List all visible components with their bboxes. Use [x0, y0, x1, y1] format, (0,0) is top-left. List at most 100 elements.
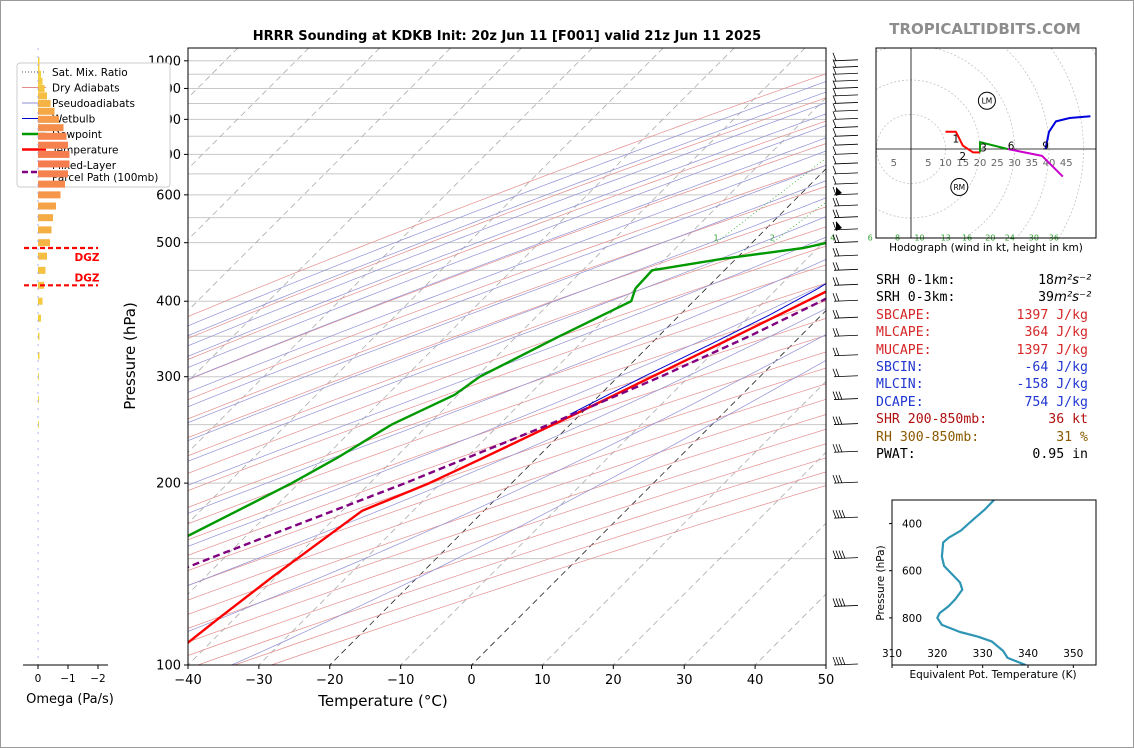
wind-barb-feather	[841, 550, 846, 559]
wind-barb	[832, 550, 859, 560]
wind-barb-staff	[833, 59, 859, 62]
wind-barb	[832, 368, 859, 378]
parameter-label: RH 300-850mb:	[876, 429, 980, 445]
wind-barb-staff	[833, 216, 859, 219]
wind-barb	[832, 52, 859, 62]
wind-barb-staff	[833, 79, 859, 82]
parameter-label: SRH 0-1km:	[876, 273, 956, 288]
pseudoadiabat-line	[188, 150, 826, 393]
dry-adiabat-line	[188, 282, 826, 508]
mixing-ratio-label: 4	[830, 234, 835, 243]
parameter-value: 754 J/kg	[1024, 394, 1088, 410]
wind-barb-staff	[833, 450, 859, 453]
wind-barb-feather	[832, 598, 837, 607]
theta-e-x-tick-label: 310	[882, 648, 902, 660]
wind-barb-staff	[833, 557, 859, 560]
parameter-label: PWAT:	[876, 447, 916, 463]
omega-bar	[38, 239, 50, 247]
wind-barb	[832, 391, 859, 400]
chart-title: HRRR Sounding at KDKB Init: 20z Jun 11 […	[253, 29, 761, 44]
y-tick-label: 300	[156, 370, 181, 385]
dry-adiabat-line	[188, 120, 826, 360]
omega-bar	[38, 107, 55, 115]
parameter-value: 36 kt	[1048, 412, 1088, 428]
omega-bar	[38, 170, 68, 178]
dry-adiabat-line	[188, 318, 826, 541]
wind-barb-feather	[832, 277, 837, 286]
hodograph-ring-label: 5	[925, 158, 931, 169]
wind-barb-feather	[835, 550, 840, 559]
wind-barb	[832, 234, 859, 244]
x-tick-label: −20	[316, 673, 343, 688]
wind-barb-feather	[835, 598, 840, 607]
mixing-ratio-line	[1034, 48, 1134, 243]
wind-barb-feather	[832, 656, 837, 666]
omega-bar	[38, 314, 41, 322]
wind-barb-feather	[838, 598, 843, 607]
wind-barb	[832, 146, 859, 155]
x-tick-label: 30	[676, 673, 693, 688]
storm-motion-marker	[977, 91, 996, 110]
x-tick-label: −30	[245, 673, 272, 688]
wind-barb-feather	[832, 209, 837, 218]
wind-barb-feather	[832, 262, 837, 271]
wind-barb-staff	[833, 241, 859, 244]
wind-barb-feather	[832, 66, 837, 75]
y-tick-label: 500	[156, 236, 181, 251]
parameters-list: SRH 0-1km: 18 m²s⁻² SRH 0-3km: 39 m²s⁻² SBCA…	[876, 272, 1091, 463]
omega-bar	[38, 99, 51, 107]
wind-barb-staff	[833, 398, 859, 400]
x-tick-label: 0	[467, 673, 475, 688]
dry-adiabat-line	[188, 164, 826, 401]
wind-barb-staff	[833, 126, 859, 129]
hodograph-ring-label: 10	[939, 158, 952, 169]
wind-barb-feather	[832, 146, 837, 155]
mixing-ratio-line	[1054, 48, 1134, 243]
wind-barb-staff	[833, 182, 859, 185]
wind-barb-feather	[832, 95, 837, 104]
wind-barb-feather	[841, 598, 846, 607]
skewt-plot-border	[187, 47, 827, 666]
wind-barb-feather	[838, 510, 843, 519]
parameter-value: 31 %	[1056, 429, 1088, 445]
theta-e-y-tick-label: 800	[902, 613, 922, 625]
pseudoadiabat-line	[188, 180, 826, 424]
wind-barb-feather	[832, 186, 837, 195]
pseudoadiabat-line	[231, 360, 826, 665]
pseudoadiabat-line	[188, 91, 826, 337]
y-tick-label: 600	[156, 188, 181, 203]
skewt-annotations: 124681013162024303688F60F	[713, 234, 1058, 243]
wind-barb	[832, 119, 859, 129]
wind-barb-feather	[832, 87, 837, 96]
wind-barb-feather	[838, 391, 843, 400]
y-axis-label: Pressure (hPa)	[121, 302, 139, 410]
wind-barb	[832, 137, 859, 146]
hodograph-ring-label: 20	[974, 158, 987, 169]
wind-barb	[832, 444, 859, 453]
omega-bar	[38, 202, 56, 210]
omega-bar	[38, 252, 47, 260]
parameter-label: SRH 0-3km:	[876, 290, 956, 306]
parameter-row: MUCAPE: 1397 J/kg	[876, 342, 1088, 359]
hodograph-segment	[1007, 148, 1064, 178]
wind-barb-staff	[833, 87, 859, 89]
isotherm-line	[188, 48, 451, 312]
wind-barb-staff	[833, 109, 859, 112]
wind-barb-staff	[833, 334, 859, 337]
omega-bar	[38, 180, 65, 188]
wind-barb-feather	[832, 248, 837, 257]
wind-barb-staff	[833, 516, 859, 519]
wind-barb	[832, 209, 859, 219]
wind-barb-feather	[832, 175, 837, 185]
theta-e-x-tick-label: 330	[973, 648, 993, 660]
pseudoadiabat-line	[188, 236, 826, 486]
omega-bar	[38, 297, 43, 305]
omega-bar	[38, 132, 67, 140]
wind-barb-feather	[832, 111, 837, 120]
isotherm-line	[188, 48, 664, 524]
wind-barbs	[832, 52, 859, 666]
dry-adiabat-line	[188, 206, 826, 438]
omega-bar	[38, 191, 61, 199]
mixing-ratio-label: 1	[713, 234, 718, 243]
